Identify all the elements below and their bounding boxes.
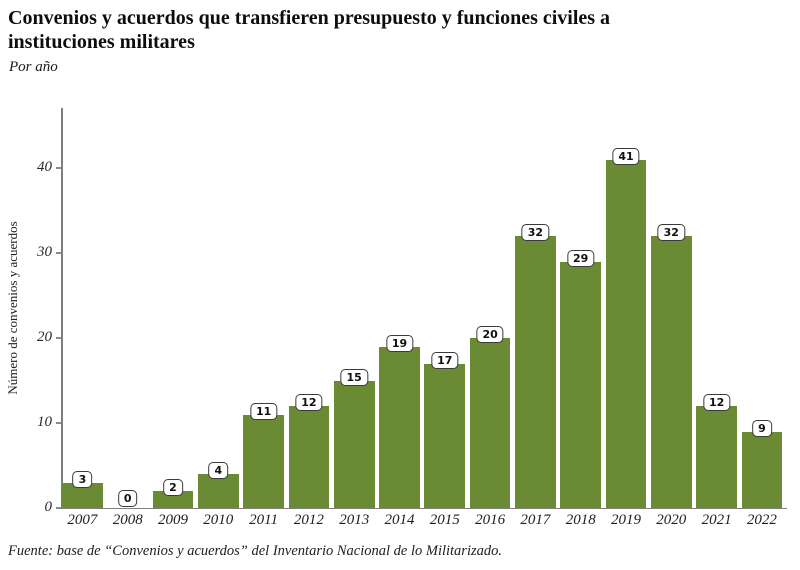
y-tick-label: 20 [37, 329, 52, 345]
bar-2021 [696, 406, 737, 508]
bar-value-label: 3 [72, 470, 93, 488]
y-tick-mark [56, 422, 61, 424]
x-tick-label: 2020 [656, 512, 687, 528]
x-tick-label: 2015 [429, 512, 460, 528]
x-tick-label: 2008 [112, 512, 143, 528]
y-tick-mark [56, 337, 61, 339]
source-note: Fuente: base de “Convenios y acuerdos” d… [8, 543, 502, 559]
bar-value-label: 2 [163, 479, 183, 496]
x-tick-label: 2022 [746, 512, 777, 528]
x-tick-label: 2010 [203, 512, 234, 528]
x-axis-line [61, 507, 787, 509]
bar-value-label: 32 [521, 224, 550, 241]
y-tick-label: 0 [44, 499, 53, 515]
y-tick-label: 10 [37, 414, 52, 430]
bar-value-label: 11 [249, 402, 278, 420]
bar-value-label: 17 [431, 351, 459, 369]
bar-value-label: 41 [612, 147, 640, 165]
x-tick-label: 2013 [339, 512, 370, 528]
y-tick-mark [56, 507, 61, 509]
x-tick-label: 2007 [67, 512, 98, 528]
bar-value-label: 9 [752, 419, 772, 437]
bar-value-label: 4 [208, 462, 229, 479]
x-tick-label: 2009 [158, 512, 188, 528]
y-tick-mark [56, 252, 61, 254]
bar-2009 [152, 491, 194, 508]
bar-2018 [560, 261, 602, 508]
bar-2013 [333, 380, 375, 508]
bar-2017 [515, 236, 556, 508]
bar-2016 [469, 338, 511, 508]
bar-2011 [243, 414, 284, 508]
x-tick-label: 2016 [475, 512, 506, 528]
bar-2019 [605, 159, 647, 508]
x-tick-label: 2017 [520, 512, 551, 528]
y-tick-label: 30 [37, 244, 52, 260]
bar-value-label: 0 [117, 490, 138, 507]
bar-value-label: 12 [295, 394, 323, 411]
y-tick-mark [56, 167, 61, 169]
x-tick-label: 2021 [701, 512, 732, 528]
x-tick-label: 2014 [384, 512, 415, 528]
x-tick-label: 2018 [565, 512, 596, 528]
chart-title: Convenios y acuerdos que transfieren pre… [8, 7, 611, 54]
bar-2014 [379, 346, 420, 508]
bar-value-label: 15 [340, 368, 368, 386]
x-tick-label: 2019 [611, 512, 641, 528]
bar-value-label: 20 [476, 326, 504, 343]
bar-value-label: 29 [567, 249, 595, 267]
y-axis-line [61, 108, 63, 508]
bar-2012 [288, 406, 330, 508]
bar-2010 [197, 474, 239, 508]
y-tick-label: 40 [37, 159, 52, 175]
bar-2022 [741, 431, 783, 508]
bar-value-label: 12 [702, 394, 731, 411]
bar-value-label: 19 [385, 334, 414, 352]
x-tick-label: 2011 [249, 512, 279, 528]
x-tick-label: 2012 [293, 512, 324, 528]
bar-value-label: 32 [657, 224, 685, 241]
chart-subtitle: Por año [9, 59, 58, 75]
bar-2020 [650, 236, 692, 508]
bar-2015 [424, 363, 466, 508]
